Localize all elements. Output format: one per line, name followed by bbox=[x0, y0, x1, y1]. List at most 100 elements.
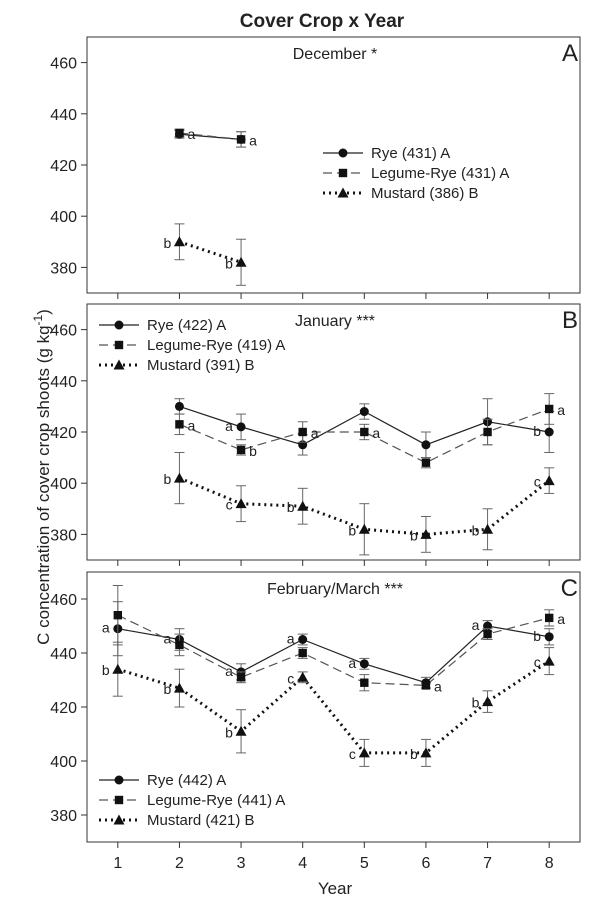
y-tick-label: 400 bbox=[50, 476, 77, 493]
legend: Rye (422) A Legume-Rye (419) A Mustard (39… bbox=[99, 317, 285, 374]
significance-label: b bbox=[164, 681, 172, 697]
data-point bbox=[113, 611, 123, 620]
series-line bbox=[178, 240, 242, 264]
panel-letter: A bbox=[562, 40, 578, 67]
x-tick-label: 1 bbox=[113, 855, 122, 872]
panel-title: January *** bbox=[295, 313, 375, 330]
y-tick-label: 400 bbox=[50, 754, 77, 771]
y-tick-label: 420 bbox=[50, 425, 77, 442]
panel-c: 380 400 420 440 460 1 2 3 4 5 6 7 8 February/March **… bbox=[50, 571, 581, 872]
data-point bbox=[297, 500, 309, 511]
series: aba aa bbox=[174, 393, 565, 469]
y-tick-label: 440 bbox=[50, 646, 77, 663]
data-point bbox=[544, 427, 554, 437]
legend: Rye (442) A Legume-Rye (441) A Mustard (42… bbox=[99, 772, 285, 829]
data-point bbox=[175, 640, 184, 650]
series-line bbox=[179, 133, 242, 140]
legend-swatch-marker bbox=[114, 775, 124, 785]
legend-label: Rye (422) A bbox=[147, 317, 226, 334]
significance-label: b bbox=[348, 522, 356, 538]
series: b c b b b b c bbox=[164, 451, 555, 556]
significance-label: a bbox=[372, 425, 380, 441]
significance-label: b bbox=[410, 527, 418, 543]
y-tick-label: 460 bbox=[50, 56, 77, 73]
significance-label: b bbox=[102, 662, 110, 678]
x-tick-label: 4 bbox=[298, 855, 307, 872]
legend-label: Rye (431) A bbox=[371, 145, 450, 162]
x-tick-label: 7 bbox=[483, 855, 492, 872]
panel-letter: C bbox=[561, 575, 578, 602]
data-point bbox=[175, 420, 184, 429]
data-point bbox=[421, 440, 431, 450]
y-axis-label-end: ) bbox=[34, 309, 53, 315]
legend-swatch-marker bbox=[338, 168, 348, 178]
significance-label: a bbox=[557, 402, 565, 418]
y-tick-label: 380 bbox=[50, 260, 77, 277]
significance-label: b bbox=[164, 235, 172, 251]
data-point bbox=[360, 678, 369, 687]
data-point bbox=[544, 404, 554, 414]
data-point bbox=[235, 498, 247, 509]
data-point bbox=[235, 725, 247, 736]
data-point bbox=[298, 635, 308, 644]
legend-swatch-marker bbox=[113, 814, 125, 825]
data-point bbox=[358, 747, 370, 758]
data-point bbox=[236, 135, 246, 144]
data-point bbox=[482, 523, 494, 534]
legend-label: Legume-Rye (431) A bbox=[371, 165, 509, 182]
data-point bbox=[112, 663, 124, 674]
x-axis-label: Year bbox=[318, 879, 353, 898]
significance-label: c bbox=[287, 670, 294, 686]
y-tick-label: 460 bbox=[50, 323, 77, 340]
legend-swatch-marker bbox=[338, 148, 348, 158]
significance-label: b bbox=[533, 628, 541, 644]
significance-label: b bbox=[472, 522, 480, 538]
data-point bbox=[482, 696, 494, 707]
x-tick-label: 5 bbox=[360, 855, 369, 872]
significance-label: b bbox=[249, 443, 257, 459]
data-point bbox=[360, 427, 369, 437]
data-point bbox=[173, 472, 185, 483]
significance-label: a bbox=[102, 620, 110, 636]
significance-label: a bbox=[434, 678, 442, 694]
series: bb bbox=[164, 223, 247, 286]
data-point bbox=[483, 427, 492, 437]
data-point bbox=[359, 407, 369, 417]
series: b b b c c b b c bbox=[102, 641, 555, 767]
data-point bbox=[298, 427, 307, 437]
significance-label: a bbox=[472, 617, 480, 633]
data-point bbox=[175, 128, 184, 138]
significance-label: c bbox=[226, 497, 233, 513]
significance-label: c bbox=[534, 654, 541, 670]
significance-label: b bbox=[287, 499, 295, 515]
data-point bbox=[297, 671, 309, 682]
legend-swatch-marker bbox=[114, 320, 124, 330]
panel-title: February/March *** bbox=[267, 581, 403, 598]
data-point bbox=[543, 475, 555, 486]
significance-label: b bbox=[472, 695, 480, 711]
y-tick-label: 440 bbox=[50, 374, 77, 391]
data-point bbox=[236, 422, 246, 432]
legend-swatch-marker bbox=[114, 340, 124, 350]
x-tick-label: 8 bbox=[545, 855, 554, 872]
legend-swatch-marker bbox=[114, 795, 124, 805]
y-axis-label: C concentration of cover crop shoots (g … bbox=[31, 309, 53, 645]
series-line bbox=[117, 625, 550, 684]
significance-label: a bbox=[164, 631, 172, 647]
data-point bbox=[421, 681, 431, 690]
data-point bbox=[174, 401, 184, 411]
figure-title: Cover Crop x Year bbox=[240, 11, 405, 32]
significance-label: a bbox=[225, 663, 233, 679]
y-tick-label: 440 bbox=[50, 107, 77, 124]
significance-label: a bbox=[188, 126, 196, 142]
significance-label: a bbox=[249, 132, 257, 148]
data-point bbox=[173, 236, 185, 247]
data-point bbox=[235, 256, 247, 267]
significance-label: b bbox=[410, 746, 418, 762]
y-axis-label-main: C concentration of cover crop shoots (g … bbox=[34, 325, 53, 644]
data-point bbox=[298, 648, 307, 658]
data-point bbox=[544, 613, 554, 623]
